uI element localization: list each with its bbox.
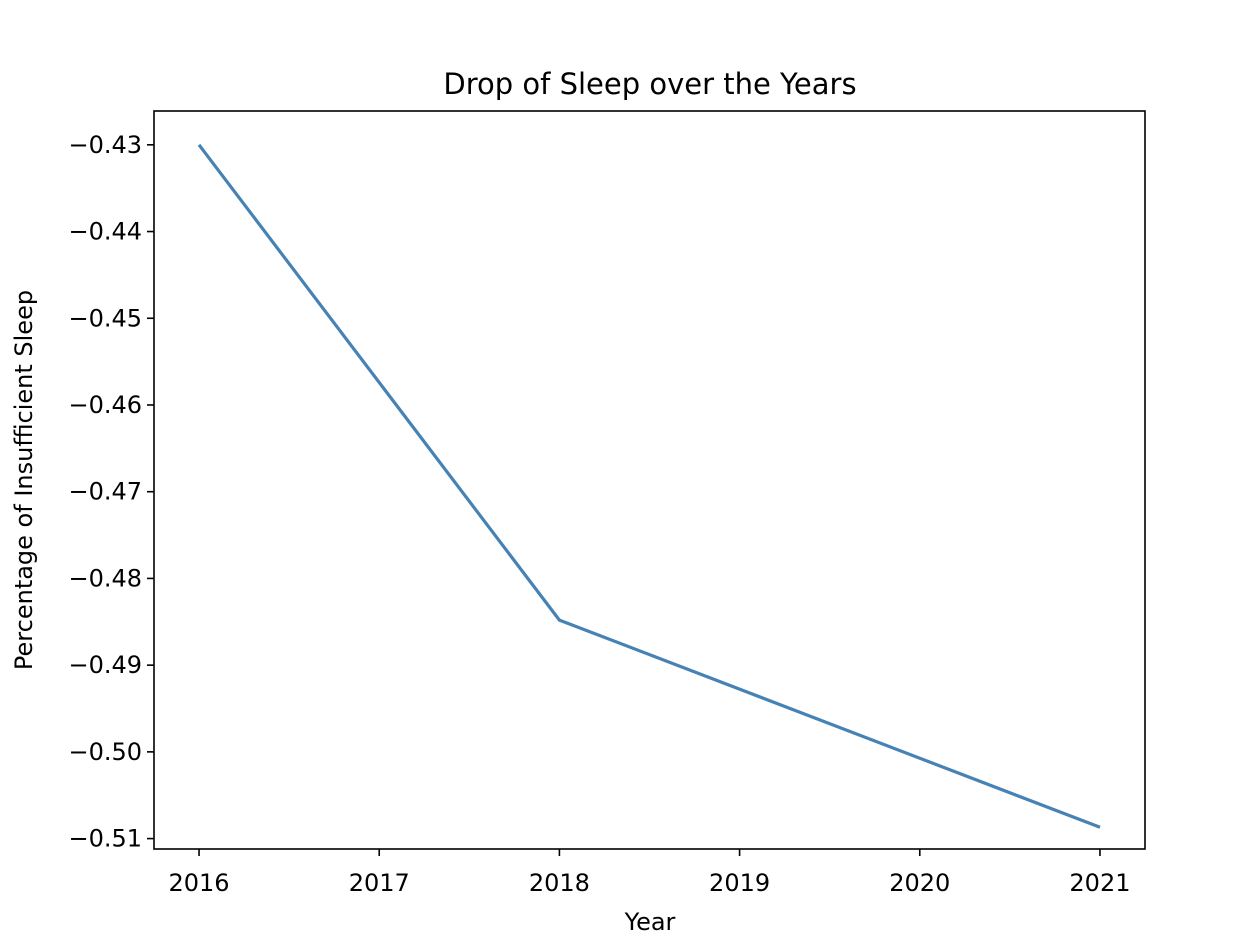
y-tick-label: −0.44 bbox=[68, 218, 142, 246]
y-tick-label: −0.45 bbox=[68, 304, 142, 332]
y-axis-label: Percentage of Insufficient Sleep bbox=[10, 290, 38, 670]
x-tick-label: 2017 bbox=[349, 869, 410, 897]
x-tick-label: 2016 bbox=[169, 869, 230, 897]
x-axis-ticks: 2016 2017 2018 2019 2020 2021 bbox=[169, 849, 1130, 897]
x-axis-label: Year bbox=[624, 908, 676, 936]
x-tick-label: 2021 bbox=[1069, 869, 1130, 897]
y-tick-label: −0.47 bbox=[68, 478, 142, 506]
y-tick-label: −0.51 bbox=[68, 825, 142, 853]
x-tick-label: 2018 bbox=[529, 869, 590, 897]
plot-frame bbox=[153, 110, 1146, 850]
series-layer bbox=[197, 143, 1101, 829]
y-axis-ticks: −0.43 −0.44 −0.45 −0.46 −0.47 −0.48 −0.49 −0.50… bbox=[68, 131, 154, 853]
x-tick-label: 2019 bbox=[709, 869, 770, 897]
y-tick-label: −0.50 bbox=[68, 738, 142, 766]
y-tick-label: −0.46 bbox=[68, 391, 142, 419]
series-line-0 bbox=[197, 143, 1101, 829]
chart-title: Drop of Sleep over the Years bbox=[443, 67, 856, 101]
y-tick-label: −0.43 bbox=[68, 131, 142, 159]
y-tick-label: −0.48 bbox=[68, 564, 142, 592]
y-tick-label: −0.49 bbox=[68, 651, 142, 679]
x-tick-label: 2020 bbox=[889, 869, 950, 897]
